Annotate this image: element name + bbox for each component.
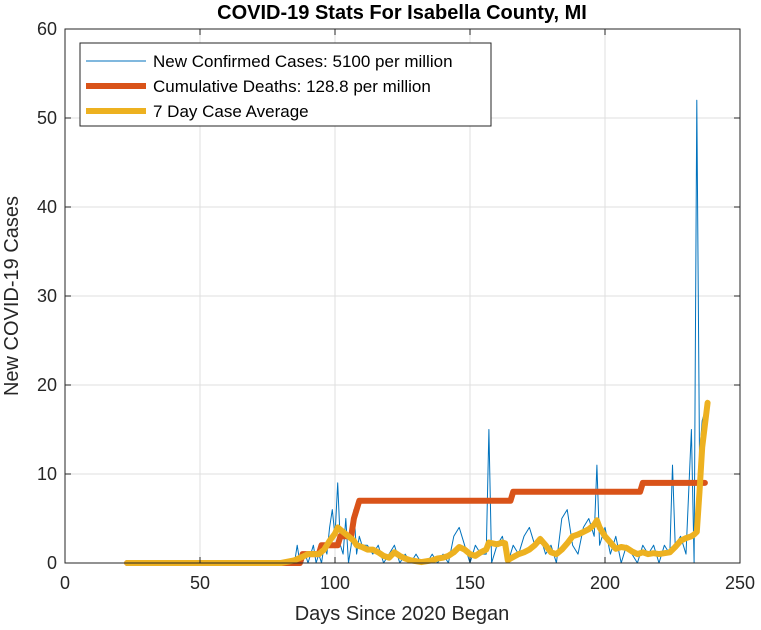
- legend-entry-1: New Confirmed Cases: 5100 per million: [153, 52, 453, 71]
- y-tick-label: 10: [37, 464, 57, 484]
- series-layer: [124, 99, 711, 566]
- x-tick-label: 200: [590, 573, 620, 593]
- legend-box: [79, 42, 492, 127]
- y-tick-label: 30: [37, 286, 57, 306]
- y-tick-label: 40: [37, 197, 57, 217]
- x-tick-label: 150: [455, 573, 485, 593]
- x-axis-label: Days Since 2020 Began: [295, 603, 510, 625]
- y-tick-label: 50: [37, 108, 57, 128]
- x-tick-label: 100: [320, 573, 350, 593]
- chart-title: COVID-19 Stats For Isabella County, MI: [217, 2, 587, 24]
- x-tick-label: 50: [190, 573, 210, 593]
- x-tick-label: 0: [60, 573, 70, 593]
- legend-entry-2: Cumulative Deaths: 128.8 per million: [153, 77, 431, 96]
- y-tick-label: 20: [37, 375, 57, 395]
- legend-entry-3: 7 Day Case Average: [153, 102, 309, 121]
- y-tick-label: 0: [47, 553, 57, 573]
- axis-ticks: 0 50 100 150 200 250 0 10 20 30 40 50 60: [37, 19, 755, 593]
- series-line-3: [124, 399, 711, 566]
- legend: New Confirmed Cases: 5100 per million Cum…: [79, 42, 492, 127]
- x-tick-label: 250: [725, 573, 755, 593]
- y-tick-label: 60: [37, 19, 57, 39]
- y-axis-label: New COVID-19 Cases: [1, 196, 23, 396]
